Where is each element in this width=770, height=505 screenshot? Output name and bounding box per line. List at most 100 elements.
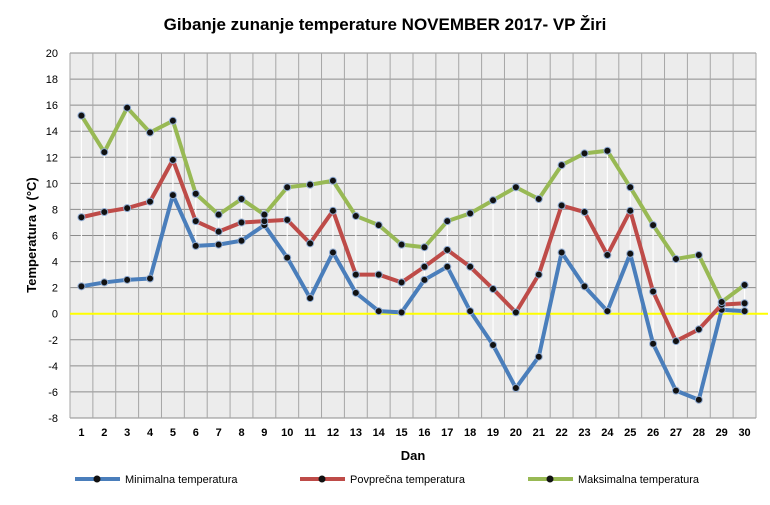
data-point: [351, 211, 360, 220]
x-tick-label: 14: [373, 427, 386, 439]
data-point: [534, 352, 543, 361]
data-point: [374, 221, 383, 230]
x-tick-label: 1: [78, 427, 84, 439]
data-point: [557, 248, 566, 257]
data-point: [397, 308, 406, 317]
data-point: [740, 299, 749, 308]
data-point: [443, 217, 452, 226]
x-tick-label: 13: [350, 427, 362, 439]
y-tick-label: 18: [46, 74, 58, 86]
x-tick-label: 30: [738, 427, 750, 439]
data-point: [306, 180, 315, 189]
x-tick-label: 6: [193, 427, 199, 439]
legend-label: Maksimalna temperatura: [578, 474, 700, 486]
data-point: [77, 111, 86, 120]
data-point: [671, 386, 680, 395]
x-tick-label: 24: [601, 427, 614, 439]
y-axis-label: Temperatura v (°C): [24, 177, 39, 292]
y-tick-label: 20: [46, 48, 58, 60]
data-point: [649, 339, 658, 348]
data-point: [397, 278, 406, 287]
data-point: [306, 294, 315, 303]
y-tick-label: 8: [52, 204, 58, 216]
y-tick-label: 12: [46, 152, 58, 164]
legend-label: Minimalna temperatura: [125, 474, 238, 486]
x-tick-label: 12: [327, 427, 339, 439]
data-point: [168, 155, 177, 164]
data-point: [306, 239, 315, 248]
data-point: [626, 183, 635, 192]
x-tick-label: 5: [170, 427, 176, 439]
data-point: [146, 197, 155, 206]
data-point: [191, 189, 200, 198]
series-line-2: [79, 105, 746, 304]
x-tick-label: 27: [670, 427, 682, 439]
data-point: [489, 341, 498, 349]
data-point: [717, 297, 726, 306]
data-point: [77, 213, 86, 222]
y-tick-label: 6: [52, 231, 58, 243]
data-point: [603, 146, 612, 155]
x-tick-label: 22: [556, 427, 568, 439]
y-tick-label: -4: [48, 361, 58, 373]
data-point: [260, 217, 269, 226]
data-point: [580, 208, 589, 217]
data-point: [123, 204, 132, 213]
data-point: [100, 278, 109, 287]
x-tick-label: 25: [624, 427, 636, 439]
x-tick-label: 8: [238, 427, 244, 439]
data-point: [260, 210, 269, 219]
data-point: [191, 241, 200, 250]
data-point: [237, 218, 246, 227]
data-point: [123, 103, 132, 112]
data-point: [534, 195, 543, 203]
x-tick-label: 21: [533, 427, 545, 439]
x-axis-label: Dan: [401, 448, 426, 463]
data-point: [214, 240, 223, 249]
series-line-0: [81, 193, 745, 402]
data-point: [420, 275, 429, 284]
data-point: [740, 281, 749, 290]
y-tick-label: -8: [48, 413, 58, 425]
data-point: [580, 149, 589, 158]
data-point: [443, 245, 452, 254]
data-point: [237, 236, 246, 245]
x-tick-label: 2: [101, 427, 107, 439]
data-point: [100, 208, 109, 217]
data-point: [123, 275, 132, 284]
data-point: [694, 395, 703, 404]
y-tick-label: 14: [46, 126, 58, 138]
data-point: [351, 288, 360, 297]
data-point: [694, 251, 703, 260]
legend-label: Povprečna temperatura: [350, 474, 466, 486]
x-tick-label: 15: [395, 427, 407, 439]
data-point: [694, 325, 703, 334]
data-point: [374, 307, 383, 316]
data-point: [740, 307, 749, 316]
data-point: [649, 221, 658, 230]
data-point: [511, 308, 520, 317]
data-point: [466, 307, 475, 316]
data-point: [580, 282, 589, 291]
x-tick-label: 7: [216, 427, 222, 439]
x-tick-label: 11: [304, 427, 316, 439]
data-point: [374, 270, 383, 279]
data-point: [397, 240, 406, 249]
data-point: [511, 183, 520, 192]
data-point: [443, 262, 452, 271]
data-point: [146, 128, 155, 137]
data-point: [214, 227, 223, 236]
data-point: [626, 249, 635, 258]
data-point: [557, 201, 566, 210]
data-point: [489, 196, 498, 205]
data-point: [191, 217, 200, 226]
data-point: [466, 209, 475, 218]
x-tick-label: 19: [487, 427, 499, 439]
x-tick-label: 9: [261, 427, 267, 439]
data-point: [214, 210, 223, 219]
data-point: [420, 262, 429, 271]
x-tick-label: 29: [716, 427, 728, 439]
data-point: [283, 215, 292, 224]
